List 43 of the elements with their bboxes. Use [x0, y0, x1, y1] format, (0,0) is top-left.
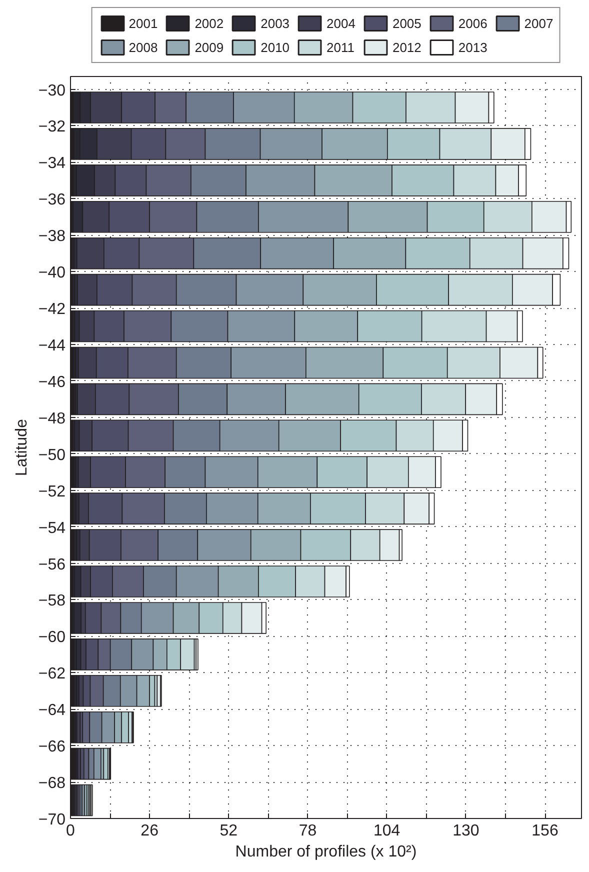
y-tick-label: −44: [38, 337, 66, 354]
y-tick-label: −50: [38, 446, 66, 464]
y-tick-label: −64: [38, 702, 66, 720]
legend-label: 2012: [392, 40, 422, 54]
y-tick-label: −56: [38, 556, 66, 574]
y-tick-label: −70: [38, 812, 66, 828]
y-tick-label: −62: [38, 666, 66, 683]
legend-label: 2010: [260, 40, 290, 54]
legend-label: 2001: [128, 16, 158, 30]
y-tick-label: −40: [38, 264, 66, 282]
y-tick-label: −48: [38, 410, 66, 428]
x-tick-label: 78: [298, 822, 317, 840]
x-tick-label: 104: [373, 822, 400, 840]
y-tick-label: −68: [38, 775, 66, 792]
legend-label: 2004: [326, 16, 356, 30]
y-tick-label: −60: [38, 629, 66, 646]
legend-label: 2009: [194, 40, 224, 54]
y-tick-label: −66: [38, 738, 66, 756]
x-tick-label: 130: [452, 822, 480, 840]
y-tick-label: −54: [38, 520, 66, 537]
legend-label: 2013: [458, 40, 488, 54]
y-tick-label: −58: [38, 592, 66, 610]
legend-label: 2005: [392, 16, 422, 30]
legend-label: 2002: [194, 16, 224, 30]
y-axis-title: Latitude: [13, 418, 30, 476]
legend-label: 2006: [458, 16, 488, 30]
x-tick-label: 52: [220, 822, 238, 840]
legend-label: 2007: [524, 16, 554, 30]
x-tick-label: 0: [66, 822, 76, 840]
y-tick-label: −38: [38, 228, 66, 246]
x-tick-label: 26: [140, 822, 159, 840]
y-tick-label: −42: [38, 301, 66, 318]
x-axis-title: Number of profiles (x 10²): [235, 844, 417, 860]
legend-label: 2008: [128, 40, 158, 54]
y-tick-label: −34: [38, 155, 66, 172]
y-tick-label: −32: [38, 118, 66, 136]
legend-label: 2003: [260, 16, 290, 30]
y-tick-label: −30: [38, 82, 66, 100]
y-tick-label: −46: [38, 374, 66, 391]
y-tick-label: −52: [38, 483, 66, 500]
x-tick-label: 156: [532, 822, 558, 840]
legend-label: 2011: [326, 40, 355, 54]
y-tick-label: −36: [38, 192, 66, 209]
